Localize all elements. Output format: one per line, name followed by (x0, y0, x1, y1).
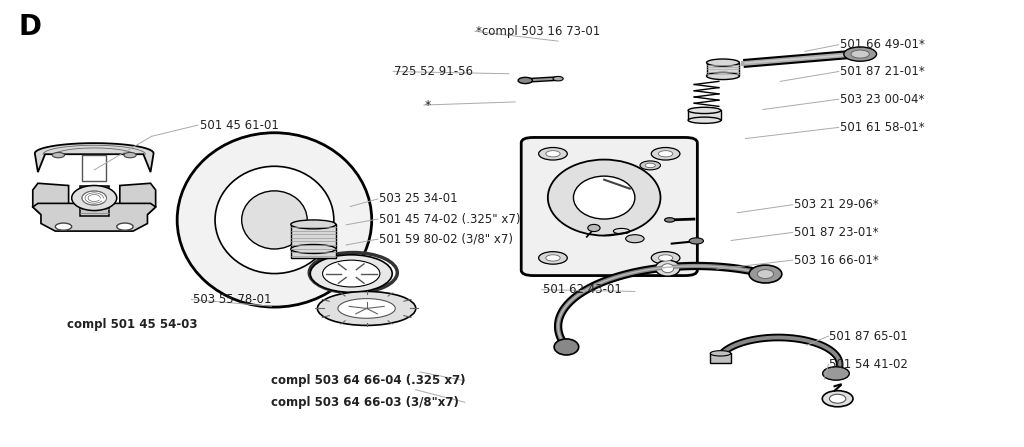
Text: D: D (18, 13, 41, 42)
Text: 501 59 80-02 (3/8" x7): 501 59 80-02 (3/8" x7) (379, 232, 513, 246)
Ellipse shape (177, 133, 372, 307)
Ellipse shape (539, 252, 567, 264)
Text: compl 503 64 66-04 (.325 x7): compl 503 64 66-04 (.325 x7) (271, 374, 466, 388)
Text: 501 54 41-02: 501 54 41-02 (829, 358, 908, 371)
Text: 501 66 49-01*: 501 66 49-01* (840, 38, 925, 51)
Ellipse shape (117, 223, 133, 230)
Ellipse shape (518, 77, 532, 84)
Ellipse shape (539, 148, 567, 160)
Ellipse shape (851, 50, 869, 58)
Ellipse shape (707, 72, 739, 80)
Text: 501 87 65-01: 501 87 65-01 (829, 329, 908, 343)
Ellipse shape (215, 166, 334, 274)
Bar (82, 155, 106, 181)
Polygon shape (120, 183, 156, 215)
Ellipse shape (548, 160, 660, 236)
Ellipse shape (707, 59, 739, 66)
Ellipse shape (651, 148, 680, 160)
FancyBboxPatch shape (521, 137, 697, 275)
Polygon shape (33, 183, 69, 215)
Polygon shape (35, 143, 154, 172)
Ellipse shape (655, 260, 680, 276)
Ellipse shape (758, 270, 774, 278)
Ellipse shape (645, 163, 655, 168)
Bar (711, 353, 731, 363)
Text: 503 16 66-01*: 503 16 66-01* (794, 253, 879, 267)
Ellipse shape (711, 350, 731, 356)
Ellipse shape (688, 117, 721, 123)
Ellipse shape (124, 152, 136, 158)
Ellipse shape (291, 245, 336, 253)
Text: 501 87 23-01*: 501 87 23-01* (794, 226, 879, 239)
Text: compl 503 64 66-03 (3/8"x7): compl 503 64 66-03 (3/8"x7) (271, 396, 459, 409)
Text: *compl 503 16 73-01: *compl 503 16 73-01 (476, 25, 600, 38)
Ellipse shape (310, 255, 392, 292)
Bar (291, 224, 336, 258)
Ellipse shape (72, 186, 117, 211)
Text: 725 52 91-56: 725 52 91-56 (394, 65, 473, 78)
Polygon shape (33, 203, 156, 231)
Text: 503 55 78-01: 503 55 78-01 (193, 293, 271, 306)
Text: 501 87 21-01*: 501 87 21-01* (840, 65, 925, 78)
Ellipse shape (626, 235, 644, 243)
Ellipse shape (640, 161, 660, 170)
Ellipse shape (651, 252, 680, 264)
Ellipse shape (323, 260, 380, 287)
Ellipse shape (82, 191, 106, 205)
Ellipse shape (658, 151, 673, 157)
Ellipse shape (546, 255, 560, 261)
Ellipse shape (662, 264, 674, 273)
Ellipse shape (750, 265, 782, 283)
Ellipse shape (688, 107, 721, 114)
Ellipse shape (689, 238, 703, 244)
Ellipse shape (573, 176, 635, 219)
Ellipse shape (291, 220, 336, 229)
Text: 501 61 58-01*: 501 61 58-01* (840, 121, 925, 134)
Ellipse shape (55, 223, 72, 230)
Bar (707, 63, 739, 76)
Text: 501 62 43-01: 501 62 43-01 (543, 283, 622, 296)
Ellipse shape (658, 255, 673, 261)
Bar (688, 110, 721, 120)
Text: 501 45 61-01: 501 45 61-01 (200, 118, 279, 132)
Ellipse shape (665, 218, 675, 222)
Text: 503 23 00-04*: 503 23 00-04* (840, 93, 924, 106)
Ellipse shape (546, 151, 560, 157)
Text: 503 25 34-01: 503 25 34-01 (379, 192, 458, 206)
Text: *: * (425, 98, 431, 112)
Ellipse shape (554, 339, 579, 355)
Text: 503 21 29-06*: 503 21 29-06* (794, 198, 879, 211)
Ellipse shape (242, 191, 307, 249)
Ellipse shape (829, 394, 846, 403)
Text: 501 45 74-02 (.325" x7): 501 45 74-02 (.325" x7) (379, 212, 520, 226)
Text: compl 501 45 54-03: compl 501 45 54-03 (67, 317, 197, 331)
Ellipse shape (844, 47, 877, 61)
Ellipse shape (588, 224, 600, 232)
Ellipse shape (338, 299, 395, 318)
Ellipse shape (52, 152, 65, 158)
Bar (80, 186, 109, 216)
Ellipse shape (553, 76, 563, 81)
Ellipse shape (822, 391, 853, 407)
Ellipse shape (822, 367, 849, 380)
Ellipse shape (317, 291, 416, 325)
